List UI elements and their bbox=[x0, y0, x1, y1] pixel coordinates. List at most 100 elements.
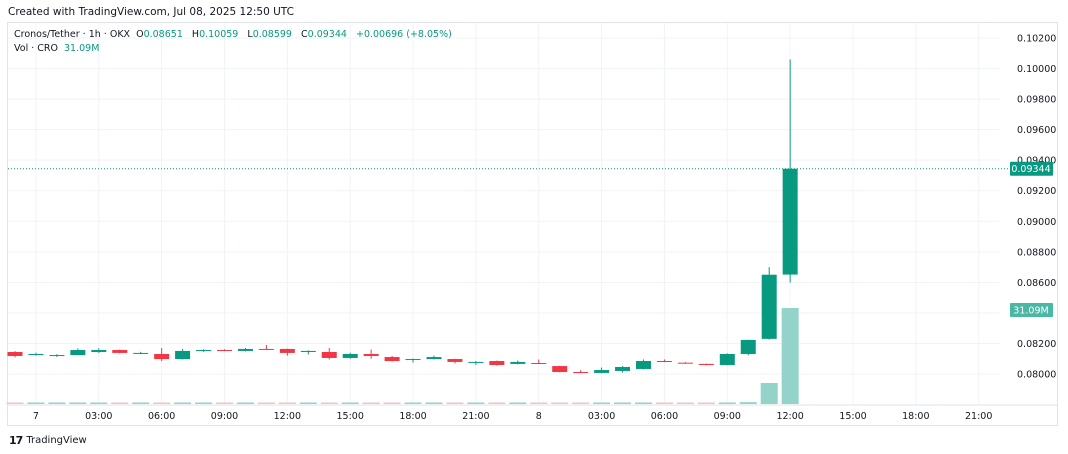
volume-value: 31.09M bbox=[64, 43, 100, 54]
time-tick-label: 12:00 bbox=[776, 411, 803, 422]
time-tick-label: 21:00 bbox=[965, 411, 992, 422]
volume-bar bbox=[760, 383, 778, 404]
candle-body bbox=[594, 370, 610, 373]
candle-body bbox=[279, 348, 295, 353]
price-tick-label: 0.09800 bbox=[1017, 95, 1056, 106]
volume-bar bbox=[153, 402, 171, 404]
time-tick-label: 18:00 bbox=[902, 411, 929, 422]
volume-bar bbox=[676, 402, 694, 404]
volume-bar bbox=[467, 402, 485, 404]
volume-bar bbox=[781, 308, 799, 404]
candle-body bbox=[719, 353, 735, 365]
candle-body bbox=[321, 352, 337, 358]
volume-bar bbox=[404, 402, 422, 404]
volume-bar bbox=[635, 402, 652, 404]
price-tick-label: 0.09400 bbox=[1017, 156, 1056, 167]
low-value: 0.08599 bbox=[252, 29, 292, 40]
candle-body bbox=[552, 366, 568, 373]
brand-label: TradingView bbox=[26, 435, 87, 446]
last-price-label: 0.09344 bbox=[1011, 164, 1050, 175]
candle-body bbox=[636, 361, 651, 369]
candle-body bbox=[426, 357, 442, 360]
high-value: 0.10059 bbox=[199, 29, 239, 40]
candle-body bbox=[698, 363, 714, 365]
close-value: 0.09344 bbox=[307, 29, 347, 40]
volume-bar bbox=[6, 402, 24, 404]
candle-body bbox=[405, 359, 421, 361]
last-volume-label: 31.09M bbox=[1013, 306, 1048, 317]
volume-bar bbox=[488, 402, 506, 404]
candle-body bbox=[133, 352, 149, 354]
volume-bar bbox=[509, 402, 527, 404]
price-tick-label: 0.08000 bbox=[1017, 370, 1056, 381]
candle-body bbox=[573, 372, 589, 374]
price-tick-label: 0.09200 bbox=[1017, 186, 1056, 197]
time-tick-label: 09:00 bbox=[714, 411, 741, 422]
candle-body bbox=[656, 361, 672, 363]
volume-bar bbox=[572, 402, 590, 404]
candle-body bbox=[258, 348, 274, 350]
time-tick-label: 06:00 bbox=[148, 411, 175, 422]
last-volume-tag bbox=[1010, 303, 1053, 317]
time-tick-label: 03:00 bbox=[588, 411, 615, 422]
volume-bar bbox=[320, 402, 338, 404]
volume-bar bbox=[530, 402, 548, 404]
time-tick-label: 12:00 bbox=[274, 411, 301, 422]
candle-body bbox=[615, 366, 631, 371]
volume-bar bbox=[697, 402, 715, 404]
price-tick-label: 0.10000 bbox=[1017, 64, 1056, 75]
volume-bar bbox=[341, 402, 359, 404]
volume-bar bbox=[655, 402, 673, 404]
candle-body bbox=[175, 350, 191, 360]
volume-bar bbox=[718, 402, 736, 404]
volume-bar bbox=[69, 402, 87, 404]
candle-body bbox=[237, 348, 253, 351]
candle-body bbox=[447, 359, 463, 362]
candle-body bbox=[154, 353, 170, 360]
change-value: +0.00696 (+8.05%) bbox=[355, 29, 452, 40]
time-tick-label: 03:00 bbox=[85, 411, 112, 422]
time-tick-label: 09:00 bbox=[211, 411, 238, 422]
volume-bar bbox=[299, 402, 317, 404]
time-tick-label: 06:00 bbox=[651, 411, 678, 422]
candle-body bbox=[782, 168, 798, 275]
chart-legend: Cronos/Tether · 1h · OKX O0.08651 H0.100… bbox=[14, 29, 452, 54]
time-tick-label: 15:00 bbox=[337, 411, 364, 422]
volume-bar bbox=[111, 402, 129, 404]
tradingview-logo-icon: 17 bbox=[9, 434, 23, 447]
volume-bar bbox=[174, 402, 192, 404]
candle-body bbox=[91, 350, 107, 353]
price-tick-label: 0.09600 bbox=[1017, 125, 1056, 136]
volume-bar bbox=[446, 402, 464, 404]
open-value: 0.08651 bbox=[143, 29, 183, 40]
time-tick-label: 18:00 bbox=[399, 411, 426, 422]
tradingview-logo[interactable]: 17 TradingView bbox=[9, 434, 87, 447]
volume-bar bbox=[132, 402, 150, 404]
candle-body bbox=[70, 350, 86, 356]
candle-body bbox=[677, 362, 693, 364]
candle-body bbox=[196, 350, 212, 352]
candle-body bbox=[217, 350, 232, 352]
candle-body bbox=[510, 361, 526, 364]
candle-body bbox=[489, 361, 505, 365]
time-tick-label: 21:00 bbox=[462, 411, 489, 422]
price-tick-label: 0.10200 bbox=[1017, 33, 1056, 44]
time-tick-label: 7 bbox=[33, 411, 39, 422]
price-tick-label: 0.08800 bbox=[1017, 247, 1056, 258]
candle-body bbox=[531, 363, 547, 365]
volume-bar bbox=[236, 402, 254, 404]
candle-body bbox=[363, 353, 379, 356]
candle-body bbox=[112, 350, 128, 353]
volume-bar bbox=[257, 402, 275, 404]
candle-body bbox=[300, 350, 316, 353]
volume-bar bbox=[551, 402, 569, 404]
candle-body bbox=[342, 353, 358, 358]
chart-frame bbox=[7, 22, 1058, 426]
last-price-tag bbox=[1010, 161, 1053, 176]
time-tick-label: 15:00 bbox=[839, 411, 866, 422]
volume-bar bbox=[216, 402, 233, 404]
volume-bar bbox=[48, 402, 66, 404]
volume-bar bbox=[362, 402, 380, 404]
volume-bar bbox=[614, 402, 632, 404]
